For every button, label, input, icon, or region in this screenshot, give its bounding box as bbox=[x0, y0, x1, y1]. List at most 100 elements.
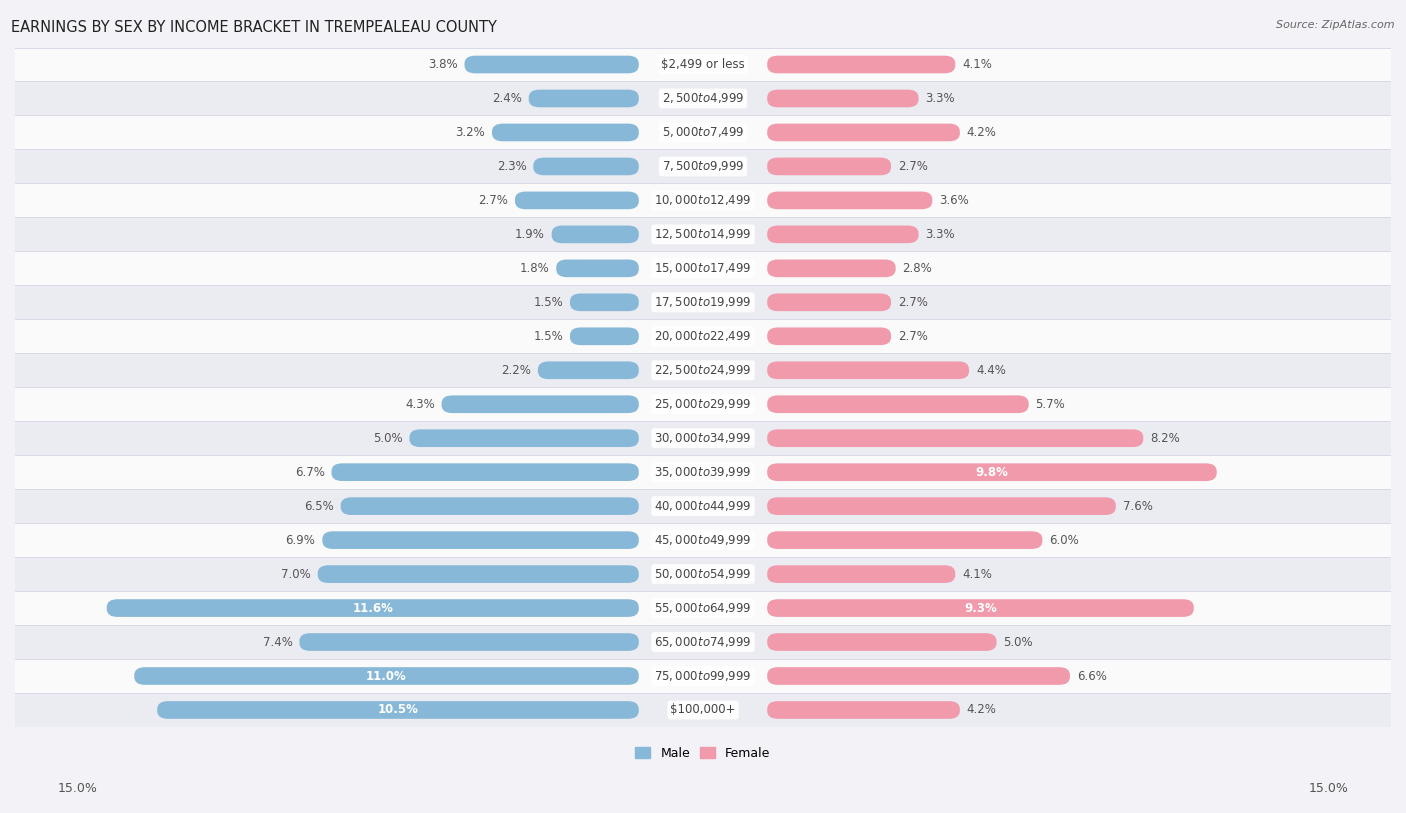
Bar bbox=[15, 150, 1391, 184]
FancyBboxPatch shape bbox=[318, 565, 638, 583]
Text: 11.0%: 11.0% bbox=[366, 670, 406, 683]
Text: $12,500 to $14,999: $12,500 to $14,999 bbox=[654, 228, 752, 241]
Text: 2.3%: 2.3% bbox=[496, 160, 526, 173]
FancyBboxPatch shape bbox=[332, 463, 638, 481]
Text: $45,000 to $49,999: $45,000 to $49,999 bbox=[654, 533, 752, 547]
FancyBboxPatch shape bbox=[768, 225, 918, 243]
Text: 2.7%: 2.7% bbox=[898, 296, 928, 309]
Text: 1.9%: 1.9% bbox=[515, 228, 544, 241]
Text: $5,000 to $7,499: $5,000 to $7,499 bbox=[662, 125, 744, 140]
FancyBboxPatch shape bbox=[768, 395, 1029, 413]
Text: 7.6%: 7.6% bbox=[1122, 500, 1153, 513]
FancyBboxPatch shape bbox=[768, 192, 932, 209]
Text: $55,000 to $64,999: $55,000 to $64,999 bbox=[654, 601, 752, 615]
Text: $100,000+: $100,000+ bbox=[671, 703, 735, 716]
FancyBboxPatch shape bbox=[515, 192, 638, 209]
Text: $17,500 to $19,999: $17,500 to $19,999 bbox=[654, 295, 752, 309]
FancyBboxPatch shape bbox=[768, 463, 1216, 481]
Legend: Male, Female: Male, Female bbox=[630, 742, 776, 765]
Text: 4.3%: 4.3% bbox=[405, 398, 434, 411]
FancyBboxPatch shape bbox=[768, 259, 896, 277]
Bar bbox=[15, 184, 1391, 217]
Text: $30,000 to $34,999: $30,000 to $34,999 bbox=[654, 431, 752, 446]
Bar bbox=[15, 625, 1391, 659]
Text: $7,500 to $9,999: $7,500 to $9,999 bbox=[662, 159, 744, 173]
FancyBboxPatch shape bbox=[107, 599, 638, 617]
Text: 3.3%: 3.3% bbox=[925, 228, 955, 241]
Text: 7.0%: 7.0% bbox=[281, 567, 311, 580]
FancyBboxPatch shape bbox=[538, 362, 638, 379]
FancyBboxPatch shape bbox=[492, 124, 638, 141]
Text: 7.4%: 7.4% bbox=[263, 636, 292, 649]
Text: 4.1%: 4.1% bbox=[962, 567, 993, 580]
Text: 4.4%: 4.4% bbox=[976, 363, 1005, 376]
Text: 1.5%: 1.5% bbox=[533, 330, 564, 343]
FancyBboxPatch shape bbox=[464, 55, 638, 73]
FancyBboxPatch shape bbox=[340, 498, 638, 515]
FancyBboxPatch shape bbox=[533, 158, 638, 176]
Text: 9.8%: 9.8% bbox=[976, 466, 1008, 479]
Text: 2.7%: 2.7% bbox=[478, 193, 508, 207]
Text: 1.5%: 1.5% bbox=[533, 296, 564, 309]
Text: 15.0%: 15.0% bbox=[58, 782, 97, 795]
Text: 3.6%: 3.6% bbox=[939, 193, 969, 207]
Text: 2.7%: 2.7% bbox=[898, 330, 928, 343]
Text: $40,000 to $44,999: $40,000 to $44,999 bbox=[654, 499, 752, 513]
Text: 4.2%: 4.2% bbox=[967, 126, 997, 139]
Bar bbox=[15, 387, 1391, 421]
Bar bbox=[15, 489, 1391, 523]
FancyBboxPatch shape bbox=[768, 55, 955, 73]
FancyBboxPatch shape bbox=[134, 667, 638, 685]
Text: $25,000 to $29,999: $25,000 to $29,999 bbox=[654, 398, 752, 411]
Text: $50,000 to $54,999: $50,000 to $54,999 bbox=[654, 567, 752, 581]
Text: $65,000 to $74,999: $65,000 to $74,999 bbox=[654, 635, 752, 649]
Bar bbox=[15, 354, 1391, 387]
FancyBboxPatch shape bbox=[551, 225, 638, 243]
Text: $75,000 to $99,999: $75,000 to $99,999 bbox=[654, 669, 752, 683]
Text: 5.7%: 5.7% bbox=[1036, 398, 1066, 411]
FancyBboxPatch shape bbox=[768, 667, 1070, 685]
Text: $35,000 to $39,999: $35,000 to $39,999 bbox=[654, 465, 752, 479]
Text: $2,500 to $4,999: $2,500 to $4,999 bbox=[662, 92, 744, 106]
FancyBboxPatch shape bbox=[529, 89, 638, 107]
FancyBboxPatch shape bbox=[768, 498, 1116, 515]
Text: 15.0%: 15.0% bbox=[1309, 782, 1348, 795]
Bar bbox=[15, 523, 1391, 557]
Text: 6.7%: 6.7% bbox=[295, 466, 325, 479]
Text: $15,000 to $17,499: $15,000 to $17,499 bbox=[654, 261, 752, 276]
Bar bbox=[15, 659, 1391, 693]
Text: 5.0%: 5.0% bbox=[373, 432, 402, 445]
Bar bbox=[15, 81, 1391, 115]
Bar bbox=[15, 285, 1391, 320]
Text: 2.2%: 2.2% bbox=[501, 363, 531, 376]
Text: $20,000 to $22,499: $20,000 to $22,499 bbox=[654, 329, 752, 343]
Bar bbox=[15, 693, 1391, 727]
Text: 6.5%: 6.5% bbox=[304, 500, 333, 513]
Text: 5.0%: 5.0% bbox=[1004, 636, 1033, 649]
Text: 4.1%: 4.1% bbox=[962, 58, 993, 71]
Bar bbox=[15, 455, 1391, 489]
Text: 9.3%: 9.3% bbox=[965, 602, 997, 615]
Text: 3.3%: 3.3% bbox=[925, 92, 955, 105]
Text: 6.0%: 6.0% bbox=[1049, 533, 1078, 546]
Text: 3.8%: 3.8% bbox=[427, 58, 457, 71]
Text: $22,500 to $24,999: $22,500 to $24,999 bbox=[654, 363, 752, 377]
Text: 1.8%: 1.8% bbox=[520, 262, 550, 275]
Bar bbox=[15, 251, 1391, 285]
Bar bbox=[15, 115, 1391, 150]
FancyBboxPatch shape bbox=[569, 293, 638, 311]
Text: $2,499 or less: $2,499 or less bbox=[661, 58, 745, 71]
FancyBboxPatch shape bbox=[768, 701, 960, 719]
FancyBboxPatch shape bbox=[768, 429, 1143, 447]
Text: EARNINGS BY SEX BY INCOME BRACKET IN TREMPEALEAU COUNTY: EARNINGS BY SEX BY INCOME BRACKET IN TRE… bbox=[11, 20, 498, 35]
FancyBboxPatch shape bbox=[768, 293, 891, 311]
Text: 4.2%: 4.2% bbox=[967, 703, 997, 716]
Bar bbox=[15, 591, 1391, 625]
Text: 6.9%: 6.9% bbox=[285, 533, 315, 546]
FancyBboxPatch shape bbox=[322, 531, 638, 549]
FancyBboxPatch shape bbox=[409, 429, 638, 447]
Text: 2.4%: 2.4% bbox=[492, 92, 522, 105]
FancyBboxPatch shape bbox=[768, 328, 891, 346]
Text: 2.7%: 2.7% bbox=[898, 160, 928, 173]
FancyBboxPatch shape bbox=[768, 89, 918, 107]
